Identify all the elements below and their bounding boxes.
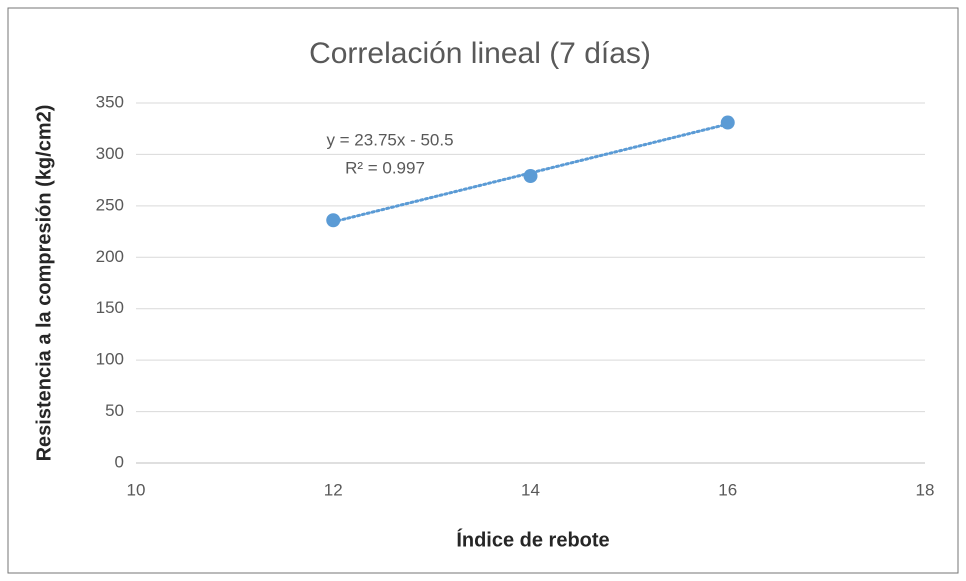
x-tick-label: 10 (127, 480, 146, 499)
data-point (326, 213, 341, 228)
data-point (720, 115, 735, 130)
chart-border (7, 7, 959, 574)
y-tick-label: 150 (96, 298, 124, 317)
y-tick-label: 350 (96, 92, 124, 111)
equation: y = 23.75x - 50.5 (326, 130, 453, 149)
y-tick-label: 300 (96, 144, 124, 163)
x-tick-label: 16 (718, 480, 737, 499)
x-tick-label: 12 (324, 480, 343, 499)
y-tick-label: 100 (96, 350, 124, 369)
data-point (523, 169, 538, 184)
y-tick-label: 0 (115, 452, 124, 471)
y-axis-label: Resistencia a la compresión (kg/cm2) (33, 105, 55, 462)
y-tick-label: 250 (96, 195, 124, 214)
chart-title: Correlación lineal (7 días) (309, 37, 651, 70)
x-tick-label: 18 (916, 480, 935, 499)
r-squared: R² = 0.997 (345, 158, 425, 177)
x-axis-label: Índice de rebote (456, 528, 609, 551)
y-tick-label: 200 (96, 247, 124, 266)
y-tick-label: 50 (105, 401, 124, 420)
x-tick-label: 14 (521, 480, 540, 499)
